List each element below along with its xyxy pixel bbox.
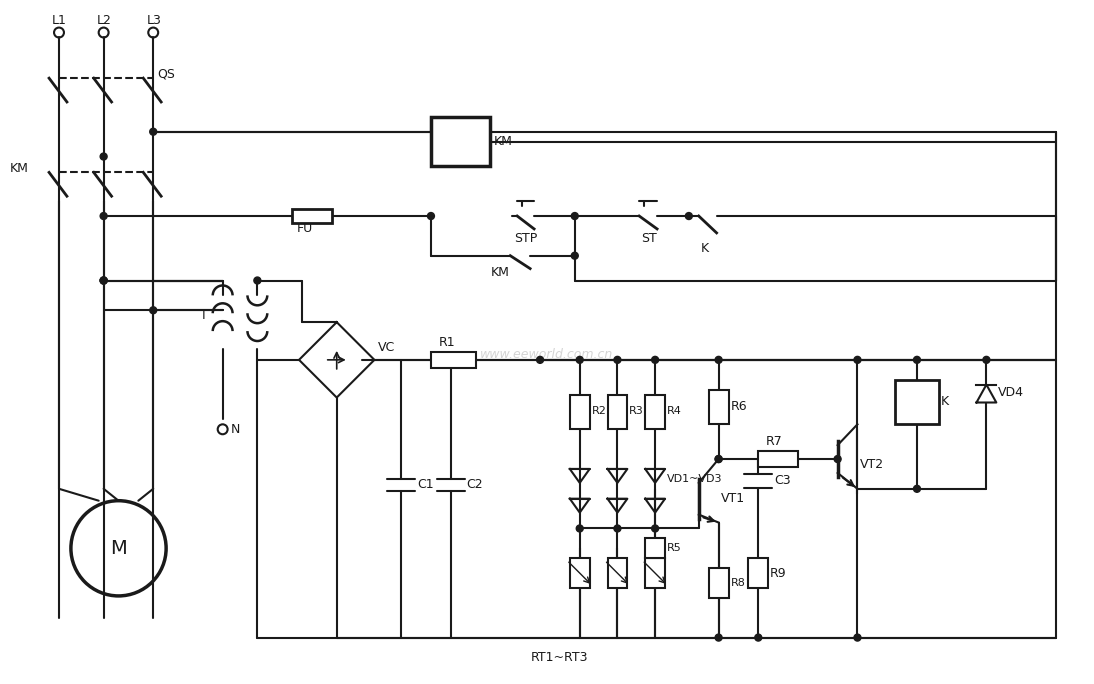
Text: R1: R1 [439, 335, 455, 349]
Circle shape [150, 129, 156, 135]
Bar [607, 558, 627, 588]
Text: L3: L3 [147, 14, 161, 27]
Circle shape [685, 213, 693, 220]
Text: RT1~RT3: RT1~RT3 [532, 651, 589, 664]
Text: T: T [200, 308, 208, 321]
Bar [748, 558, 768, 588]
Circle shape [101, 277, 107, 284]
Text: R7: R7 [766, 435, 783, 448]
Text: STP: STP [514, 233, 537, 246]
Text: K: K [701, 242, 709, 255]
Circle shape [101, 153, 107, 160]
Text: L2: L2 [96, 14, 112, 27]
Circle shape [652, 525, 659, 532]
Text: N: N [231, 423, 240, 436]
Text: K: K [941, 395, 948, 408]
Text: M: M [110, 539, 127, 558]
Circle shape [101, 277, 107, 284]
Circle shape [101, 277, 107, 284]
Circle shape [982, 356, 990, 363]
Text: KM: KM [10, 162, 28, 175]
Bar [570, 558, 590, 588]
Circle shape [755, 634, 761, 641]
Circle shape [254, 277, 260, 284]
Bar [431, 352, 476, 368]
Text: www.eeworld.com.cn: www.eeworld.com.cn [480, 348, 614, 361]
Bar [709, 390, 729, 424]
Circle shape [715, 356, 722, 363]
Circle shape [715, 456, 722, 462]
Circle shape [854, 356, 861, 363]
Text: C1: C1 [417, 478, 433, 491]
Text: R5: R5 [667, 543, 682, 553]
Text: KM: KM [490, 266, 510, 279]
Text: R2: R2 [592, 406, 606, 417]
Circle shape [571, 213, 579, 220]
Bar [431, 117, 490, 166]
Circle shape [715, 634, 722, 641]
Text: VD1~VD3: VD1~VD3 [667, 474, 722, 484]
Circle shape [571, 252, 579, 259]
Circle shape [577, 525, 583, 532]
Text: VT2: VT2 [860, 458, 884, 471]
Text: KM: KM [493, 135, 512, 148]
Circle shape [150, 307, 156, 314]
Circle shape [913, 486, 920, 492]
Text: FU: FU [298, 222, 313, 235]
Circle shape [715, 456, 722, 462]
Text: ST: ST [641, 233, 657, 246]
Circle shape [614, 525, 621, 532]
Text: R6: R6 [731, 400, 747, 413]
Text: QS: QS [158, 68, 175, 81]
Bar [570, 395, 590, 430]
Text: VT1: VT1 [721, 492, 745, 505]
Circle shape [854, 634, 861, 641]
Circle shape [536, 356, 544, 363]
Circle shape [101, 213, 107, 220]
Circle shape [652, 356, 659, 363]
Bar [709, 568, 729, 598]
Circle shape [614, 356, 621, 363]
Text: R4: R4 [667, 406, 682, 417]
Bar [645, 538, 665, 558]
Text: C3: C3 [775, 475, 791, 488]
Text: L1: L1 [53, 14, 67, 27]
Circle shape [577, 356, 583, 363]
Bar [607, 395, 627, 430]
Text: VD4: VD4 [999, 386, 1024, 399]
Text: R8: R8 [731, 578, 745, 588]
Text: R9: R9 [770, 566, 787, 579]
Circle shape [913, 356, 920, 363]
Bar [292, 209, 331, 223]
Text: VC: VC [379, 341, 396, 354]
Text: R3: R3 [629, 406, 644, 417]
Bar [645, 558, 665, 588]
Circle shape [428, 213, 434, 220]
Bar [895, 380, 939, 424]
Text: C2: C2 [467, 478, 484, 491]
Circle shape [834, 456, 841, 462]
Bar [645, 395, 665, 430]
Bar [758, 451, 798, 467]
